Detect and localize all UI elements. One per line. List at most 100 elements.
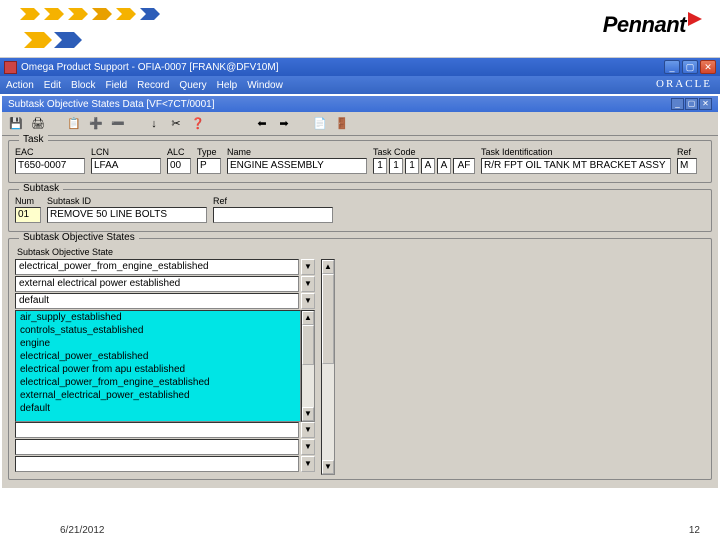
list-item[interactable]: electrical power from apu established <box>16 363 300 376</box>
subtask-legend: Subtask <box>19 183 63 194</box>
toolbar-doc-button[interactable]: 📄 <box>310 114 330 134</box>
label-ref: Ref <box>677 147 697 157</box>
input-subtaskid[interactable]: REMOVE 50 LINE BOLTS <box>47 207 207 223</box>
scroll-thumb[interactable] <box>302 325 314 365</box>
input-code-3[interactable]: 1 <box>405 158 419 174</box>
scroll-thumb-2[interactable] <box>322 274 334 364</box>
slide-footer: 6/21/2012 12 <box>60 525 700 536</box>
footer-page: 12 <box>689 525 700 536</box>
subwindow-title: Subtask Objective States Data [VF<7CT/00… <box>8 99 215 110</box>
scroll-up-button-2[interactable]: ▲ <box>322 260 334 274</box>
input-code-2[interactable]: 1 <box>389 158 403 174</box>
subwindow-titlebar: Subtask Objective States Data [VF<7CT/00… <box>2 96 718 112</box>
state-selected-1[interactable]: electrical_power_from_engine_established <box>15 259 299 275</box>
state-dropdown-3[interactable]: ▼ <box>301 293 315 309</box>
menu-query[interactable]: Query <box>179 80 206 91</box>
toolbar-save-button[interactable]: 💾 <box>6 114 26 134</box>
toolbar-print-button[interactable]: 🖨 <box>28 114 48 134</box>
menubar: Action Edit Block Field Record Query Hel… <box>0 76 720 94</box>
task-fieldset: Task EAC T650-0007 LCN LFAA ALC 00 Type … <box>8 140 712 183</box>
state-selected-3[interactable]: default <box>15 293 299 309</box>
label-eac: EAC <box>15 147 85 157</box>
minimize-button[interactable]: _ <box>664 60 680 74</box>
label-type: Type <box>197 147 221 157</box>
toolbar-add-button[interactable]: ➕ <box>86 114 106 134</box>
state-dropdown-e2[interactable]: ▼ <box>301 439 315 455</box>
form-area: Task EAC T650-0007 LCN LFAA ALC 00 Type … <box>2 136 718 488</box>
state-dropdown-2[interactable]: ▼ <box>301 276 315 292</box>
list-item[interactable]: external_electrical_power_established <box>16 389 300 402</box>
states-fieldset: Subtask Objective States Subtask Objecti… <box>8 238 712 480</box>
input-taskident[interactable]: R/R FPT OIL TANK MT BRACKET ASSY <box>481 158 671 174</box>
list-item[interactable]: controls_status_established <box>16 324 300 337</box>
pennant-logo: Pennant <box>603 12 702 38</box>
state-empty-2[interactable] <box>15 439 299 455</box>
toolbar-prev-button[interactable]: ⬅ <box>252 114 272 134</box>
input-subtask-ref[interactable] <box>213 207 333 223</box>
state-empty-3[interactable] <box>15 456 299 472</box>
menu-action[interactable]: Action <box>6 80 34 91</box>
toolbar-cut-button[interactable]: ✂ <box>166 114 186 134</box>
menu-help[interactable]: Help <box>217 80 238 91</box>
input-num[interactable]: 01 <box>15 207 41 223</box>
input-lcn[interactable]: LFAA <box>91 158 161 174</box>
subtask-fieldset: Subtask Num 01 Subtask ID REMOVE 50 LINE… <box>8 189 712 232</box>
state-empty-1[interactable] <box>15 422 299 438</box>
menu-record[interactable]: Record <box>137 80 169 91</box>
sub-close-button[interactable]: ✕ <box>699 98 712 110</box>
menu-window[interactable]: Window <box>247 80 283 91</box>
input-ref[interactable]: M <box>677 158 697 174</box>
listbox-scrollbar[interactable]: ▲ ▼ <box>301 310 315 422</box>
toolbar-down-button[interactable]: ↓ <box>144 114 164 134</box>
menu-block[interactable]: Block <box>71 80 95 91</box>
sub-maximize-button[interactable]: ▢ <box>685 98 698 110</box>
toolbar-next-button[interactable]: ➡ <box>274 114 294 134</box>
menu-edit[interactable]: Edit <box>44 80 61 91</box>
label-taskident: Task Identification <box>481 147 671 157</box>
states-listbox[interactable]: air_supply_established controls_status_e… <box>15 310 301 422</box>
list-item[interactable]: electrical_power_established <box>16 350 300 363</box>
input-eac[interactable]: T650-0007 <box>15 158 85 174</box>
toolbar-list-button[interactable]: 📋 <box>64 114 84 134</box>
label-lcn: LCN <box>91 147 161 157</box>
close-button[interactable]: ✕ <box>700 60 716 74</box>
app-window-title: Omega Product Support - OFIA-0007 [FRANK… <box>21 62 278 73</box>
label-subtask-ref: Ref <box>213 196 333 206</box>
decorative-arrows <box>10 2 210 52</box>
maximize-button[interactable]: ▢ <box>682 60 698 74</box>
states-sublabel: Subtask Objective State <box>17 247 705 257</box>
footer-date: 6/21/2012 <box>60 525 105 536</box>
scroll-down-button-2[interactable]: ▼ <box>322 460 334 474</box>
list-item[interactable]: electrical_power_from_engine_established <box>16 376 300 389</box>
scroll-down-button[interactable]: ▼ <box>302 407 314 421</box>
state-selected-2[interactable]: external electrical power established <box>15 276 299 292</box>
states-legend: Subtask Objective States <box>19 232 139 243</box>
toolbar: 💾 🖨 📋 ➕ ➖ ↓ ✂ ❓ ⬅ ➡ 📄 🚪 <box>2 112 718 136</box>
list-item[interactable]: air_supply_established <box>16 311 300 324</box>
input-name[interactable]: ENGINE ASSEMBLY <box>227 158 367 174</box>
scroll-up-button[interactable]: ▲ <box>302 311 314 325</box>
sub-minimize-button[interactable]: _ <box>671 98 684 110</box>
pennant-flag-icon <box>688 12 702 26</box>
state-dropdown-1[interactable]: ▼ <box>301 259 315 275</box>
list-item[interactable]: engine <box>16 337 300 350</box>
state-dropdown-e1[interactable]: ▼ <box>301 422 315 438</box>
toolbar-exit-button[interactable]: 🚪 <box>332 114 352 134</box>
label-taskcode: Task Code <box>373 147 475 157</box>
menu-field[interactable]: Field <box>105 80 127 91</box>
input-code-1[interactable]: 1 <box>373 158 387 174</box>
input-code-4[interactable]: A <box>421 158 435 174</box>
states-outer-scrollbar[interactable]: ▲ ▼ <box>321 259 335 475</box>
toolbar-help-button[interactable]: ❓ <box>188 114 208 134</box>
list-item[interactable]: default <box>16 402 300 415</box>
oracle-brand: ORACLE <box>656 78 712 90</box>
input-alc[interactable]: 00 <box>167 158 191 174</box>
input-type[interactable]: P <box>197 158 221 174</box>
label-name: Name <box>227 147 367 157</box>
toolbar-remove-button[interactable]: ➖ <box>108 114 128 134</box>
state-dropdown-e3[interactable]: ▼ <box>301 456 315 472</box>
app-icon <box>4 61 17 74</box>
input-code-5[interactable]: A <box>437 158 451 174</box>
input-code-6[interactable]: AF <box>453 158 475 174</box>
label-num: Num <box>15 196 41 206</box>
